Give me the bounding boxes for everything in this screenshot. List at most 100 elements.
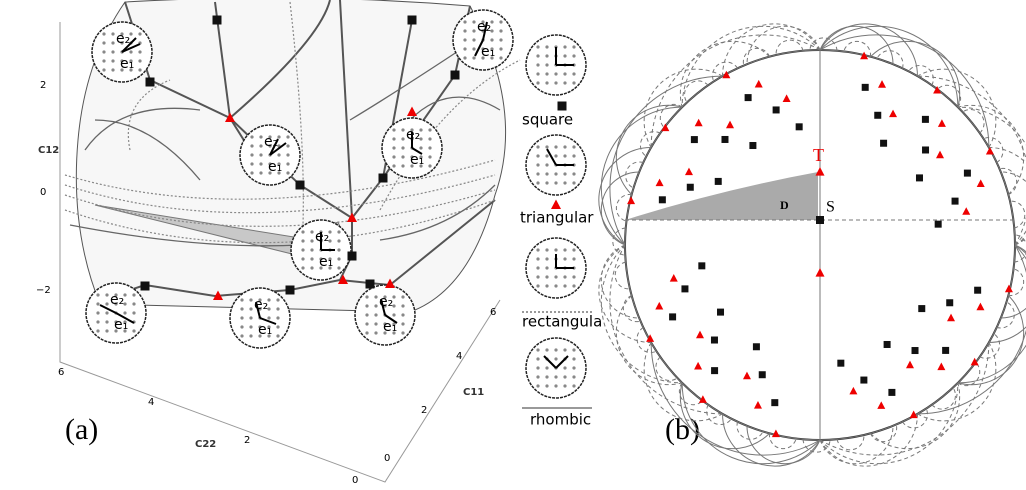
lattice-dot — [545, 248, 549, 252]
basis-label: e₁ — [114, 317, 128, 333]
lattice-dot — [401, 155, 405, 159]
lattice-dot — [554, 357, 558, 361]
square-marker — [717, 308, 725, 316]
tick-label: −2 — [36, 285, 51, 296]
lattice-dot — [563, 54, 567, 58]
lattice-dot — [259, 171, 263, 175]
lattice-dot — [401, 164, 405, 168]
triangle-marker — [742, 371, 751, 380]
lattice-dot — [563, 366, 567, 370]
square-marker — [922, 146, 930, 154]
square-marker — [946, 299, 954, 307]
geodesic — [659, 103, 683, 128]
basis-label: e₁ — [258, 322, 272, 338]
triangle-marker — [551, 199, 561, 209]
geodesic — [819, 34, 990, 148]
square-marker — [816, 216, 824, 224]
lattice-dot — [428, 146, 432, 150]
panel-b: (b) D T S — [598, 23, 1026, 467]
lattice-dot — [337, 257, 341, 261]
axis-label: C12 — [38, 145, 59, 156]
square-marker — [295, 180, 305, 190]
basis-label: e₁ — [383, 319, 397, 335]
basis-vector — [555, 355, 569, 369]
geodesic — [901, 408, 928, 429]
lattice-dot — [545, 266, 549, 270]
geodesic — [917, 244, 1026, 415]
lattice-dot — [96, 329, 100, 333]
geodesic — [736, 421, 764, 440]
lattice-dot — [258, 325, 262, 329]
lattice-dot — [563, 72, 567, 76]
triangle-marker — [754, 79, 763, 88]
lattice-dot — [365, 322, 369, 326]
solid-curves — [69, 29, 501, 247]
triangle-marker — [947, 313, 956, 322]
lattice-dot — [123, 311, 127, 315]
square-marker — [686, 183, 694, 191]
lattice-dot — [490, 56, 494, 60]
lattice-dot — [114, 302, 118, 306]
lattice-dot — [536, 45, 540, 49]
geodesic — [650, 342, 821, 456]
basis-vector — [384, 314, 398, 324]
point-label: S — [826, 199, 835, 216]
triangle-marker — [976, 179, 985, 187]
triangle-marker — [815, 268, 825, 277]
square-marker — [557, 101, 567, 111]
lattice-dot — [250, 144, 254, 148]
triangle-marker — [1004, 284, 1013, 293]
lattice-dot — [572, 375, 576, 379]
lattice-dot — [102, 32, 106, 36]
lattice-dot — [276, 325, 280, 329]
lattice-dot — [319, 266, 323, 270]
basis-vector — [255, 301, 261, 319]
lattice-dot — [240, 325, 244, 329]
lattice-dot — [96, 320, 100, 324]
geodesic — [600, 244, 683, 384]
tick-label: 0 — [352, 475, 358, 486]
lattice-dot — [240, 298, 244, 302]
triangle-marker — [646, 334, 655, 342]
basis-vector — [543, 355, 557, 369]
lattice-dot — [365, 304, 369, 308]
lattice-dot — [481, 20, 485, 24]
triangle-marker — [698, 395, 707, 403]
lattice-dot — [472, 20, 476, 24]
triangle-marker — [407, 106, 417, 116]
lattice-dot — [120, 59, 124, 63]
lattice-dot — [123, 329, 127, 333]
lattice-dot — [563, 81, 567, 85]
geodesic — [870, 424, 898, 443]
lattice-dot — [545, 375, 549, 379]
lattice-dot — [499, 29, 503, 33]
lattice-dot — [392, 146, 396, 150]
square-marker — [883, 340, 891, 348]
lattice-dot — [129, 68, 133, 72]
geodesic — [931, 387, 956, 410]
lattice-dot — [383, 331, 387, 335]
lattice-dot — [499, 56, 503, 60]
lattice-dot — [105, 311, 109, 315]
lattice-dot — [392, 155, 396, 159]
square-marker — [711, 367, 719, 375]
lattice-dot — [410, 155, 414, 159]
triangle-marker — [849, 386, 858, 395]
lattice-dot — [365, 331, 369, 335]
lattice-dot — [114, 320, 118, 324]
lattice-dot — [419, 137, 423, 141]
geodesic — [957, 244, 1026, 384]
basis-label: e₂ — [477, 19, 491, 35]
lattice-dot — [250, 162, 254, 166]
tick-label: 0 — [40, 187, 46, 198]
geodesic — [681, 382, 821, 465]
geodesic — [600, 244, 640, 319]
lattice-dot — [111, 32, 115, 36]
lattice-dot — [545, 63, 549, 67]
lattice-dot — [129, 59, 133, 63]
lattice-dot — [554, 172, 558, 176]
basis-label: e₂ — [116, 31, 130, 47]
square-marker — [974, 286, 982, 294]
lattice-dot — [536, 72, 540, 76]
